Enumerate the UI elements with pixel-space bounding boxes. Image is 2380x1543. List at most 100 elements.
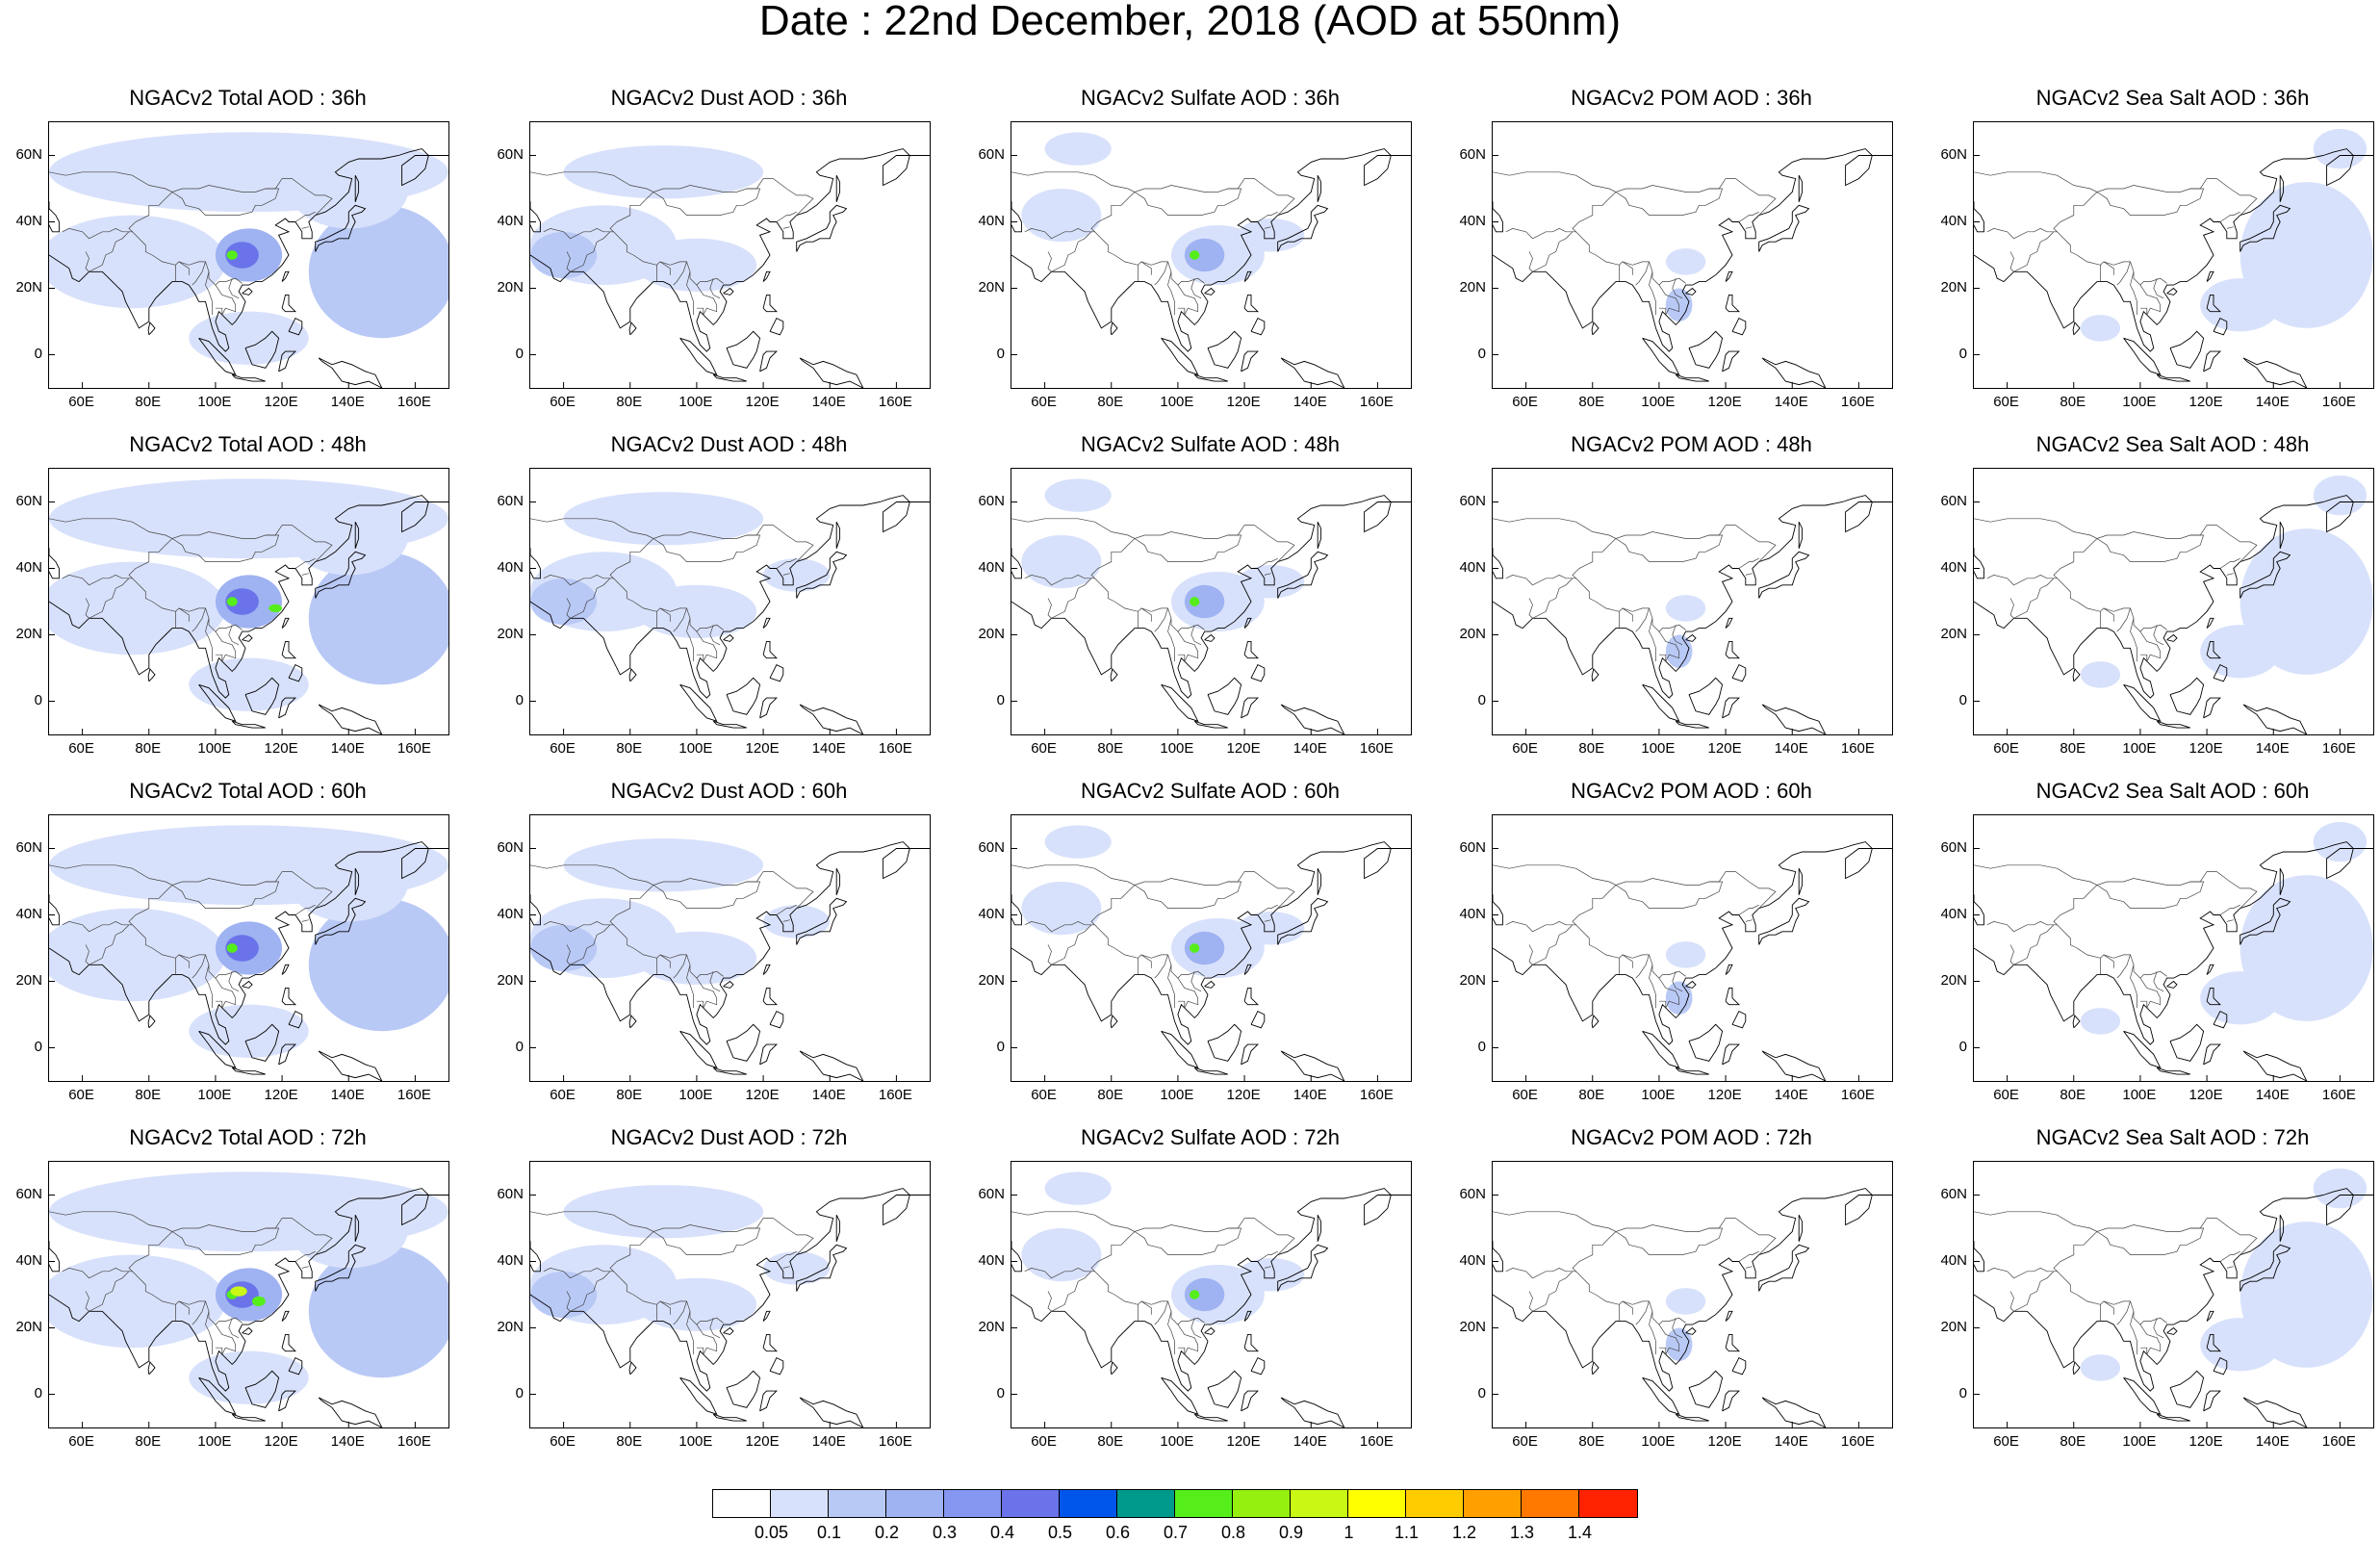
x-tick-label: 60E	[1512, 1433, 1538, 1450]
map-panel-seasalt-36h: NGACv2 Sea Salt AOD : 36h 0 20N 40N 60N 60E 80…	[1940, 87, 2374, 425]
coastline	[1161, 337, 1199, 375]
country-border	[1190, 278, 1202, 299]
map-frame	[1973, 814, 2374, 1082]
country-border	[1154, 261, 1168, 286]
coastline	[759, 697, 778, 719]
map-plot	[1974, 1168, 2373, 1427]
aod-shading	[2080, 1354, 2121, 1381]
y-tick-label: 20N	[1459, 971, 1486, 989]
x-tick-label: 80E	[1578, 1433, 1605, 1450]
coastline	[1722, 1390, 1740, 1412]
map-plot	[1493, 148, 1892, 388]
country-border	[1528, 231, 1574, 272]
map-frame	[1492, 1161, 1893, 1428]
country-border	[653, 1227, 761, 1255]
coastline	[530, 1188, 930, 1392]
coastline	[1207, 1023, 1242, 1062]
coastline	[762, 1333, 778, 1352]
x-tick-label: 80E	[616, 394, 643, 410]
country-border	[1154, 1300, 1168, 1325]
coastline	[1250, 663, 1266, 682]
country-border	[178, 607, 190, 622]
coastline	[2279, 868, 2285, 895]
aod-shading	[1665, 941, 1706, 968]
x-tick-label: 160E	[878, 394, 912, 410]
aod-shading	[1238, 1258, 1305, 1292]
coastline	[1675, 1067, 1709, 1075]
coastline	[1493, 495, 1892, 699]
x-tick-label: 160E	[397, 1087, 431, 1103]
country-border	[696, 1324, 718, 1355]
country-border	[2009, 231, 2055, 272]
x-tick-label: 80E	[2060, 1433, 2086, 1450]
y-tick-label: 0	[1477, 345, 1486, 362]
coastline	[2239, 551, 2291, 599]
country-border	[205, 964, 213, 1009]
country-border	[1622, 1300, 1633, 1315]
map-plot	[1974, 475, 2373, 734]
coastline	[2169, 1370, 2205, 1408]
y-tick-label: 20N	[1940, 971, 1967, 989]
country-border	[709, 625, 721, 646]
country-border	[1177, 284, 1199, 316]
country-border	[1528, 924, 1574, 965]
country-border	[2226, 226, 2234, 229]
map-panel-sulfate-60h: NGACv2 Sulfate AOD : 60h 0 20N 40N 60N 60E 80E…	[978, 780, 1412, 1119]
coastline	[1591, 321, 1599, 336]
y-tick-label: 40N	[15, 558, 42, 576]
map-plot	[49, 1171, 448, 1427]
country-border	[132, 578, 243, 632]
x-tick-label: 140E	[1292, 1433, 1327, 1450]
country-border	[1257, 211, 1278, 222]
y-tick-label: 20N	[497, 278, 524, 296]
coastline	[147, 321, 156, 336]
coastline	[726, 1370, 761, 1408]
x-tick-label: 60E	[1512, 394, 1538, 410]
country-border	[1575, 1271, 1686, 1325]
x-tick-label: 140E	[2255, 1433, 2290, 1450]
country-border	[294, 211, 316, 222]
x-tick-label: 60E	[68, 740, 94, 757]
x-tick-label: 140E	[1774, 740, 1808, 757]
y-tick-label: 40N	[1459, 905, 1486, 922]
colorbar-swatch	[1060, 1490, 1117, 1517]
coastline	[1250, 1356, 1266, 1376]
y-tick-label: 20N	[1459, 625, 1486, 642]
colorbar-label: 0.1	[816, 1523, 842, 1542]
panel-title: NGACv2 Dust AOD : 36h	[610, 86, 848, 110]
aod-shading	[289, 495, 409, 576]
coastline	[2242, 1050, 2308, 1081]
country-border	[1575, 924, 1686, 979]
panel-title: NGACv2 Sea Salt AOD : 72h	[2035, 1125, 2310, 1149]
aod-shading	[1184, 931, 1225, 965]
map-panel-pom-48h: NGACv2 POM AOD : 48h 0 20N 40N 60N 60E 80E 100E…	[1459, 433, 1893, 772]
aod-shading	[2200, 278, 2281, 332]
x-tick-label: 120E	[1226, 1433, 1261, 1450]
x-tick-label: 80E	[2060, 740, 2086, 757]
coastline	[1207, 1370, 1242, 1408]
x-tick-label: 60E	[1512, 1087, 1538, 1103]
coastline	[315, 551, 367, 599]
coastline	[1193, 373, 1228, 382]
country-border	[530, 518, 814, 562]
country-border	[1024, 538, 1136, 586]
coastline	[318, 704, 383, 734]
aod-shading	[1190, 943, 1200, 953]
aod-shading	[2200, 1318, 2281, 1372]
coastline	[2242, 357, 2308, 388]
coastline	[318, 1050, 383, 1081]
x-tick-label: 100E	[678, 394, 713, 410]
x-tick-label: 80E	[135, 1087, 162, 1103]
country-border	[2219, 211, 2240, 222]
country-border	[1986, 885, 2098, 933]
coastline	[1243, 270, 1252, 282]
y-tick-label: 40N	[1459, 1251, 1486, 1269]
y-tick-label: 60N	[1940, 838, 1967, 856]
x-tick-label: 80E	[1097, 1433, 1124, 1450]
country-border	[686, 271, 694, 316]
map-panel-pom-60h: NGACv2 POM AOD : 60h 0 20N 40N 60N 60E 80E 100E…	[1459, 780, 1893, 1119]
coastline	[2156, 1067, 2190, 1075]
country-border	[1094, 924, 1205, 979]
coastline	[288, 1356, 303, 1376]
x-tick-label: 60E	[1993, 740, 2019, 757]
